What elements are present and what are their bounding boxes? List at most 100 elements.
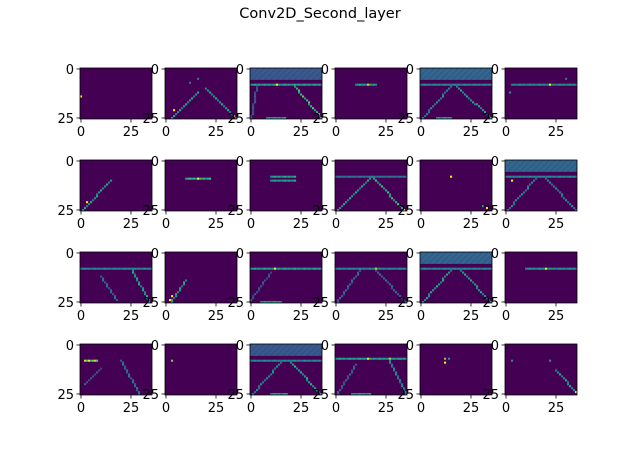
heatmap-cell	[438, 267, 441, 270]
heatmap-cell	[565, 267, 568, 270]
heatmap-cell	[300, 351, 303, 354]
heatmap-cell	[355, 393, 358, 396]
heatmap-cell	[462, 83, 465, 86]
heatmap-cell	[359, 83, 362, 86]
heatmap-cell	[440, 83, 443, 86]
heatmap-cell	[306, 351, 309, 354]
heatmap-cell	[450, 175, 453, 178]
heatmap-cell	[468, 259, 471, 262]
heatmap-cell	[140, 267, 143, 270]
heatmap-cell	[274, 344, 277, 347]
heatmap-cell	[284, 179, 287, 182]
heatmap-cell	[250, 347, 253, 350]
heatmap-cell	[308, 359, 311, 362]
heatmap-cell	[280, 69, 283, 73]
heatmap-cell	[308, 103, 311, 106]
heatmap-cell	[515, 169, 518, 172]
heatmap-cell	[484, 295, 487, 298]
axes-frame	[164, 343, 238, 396]
heatmap-cell	[306, 71, 309, 74]
heatmap-cell	[274, 75, 277, 78]
heatmap-cell	[104, 267, 107, 270]
heatmap-cell	[294, 365, 297, 368]
heatmap-cell	[298, 344, 301, 347]
heatmap-cell	[424, 68, 427, 71]
heatmap-cell	[535, 167, 538, 170]
heatmap-cell	[472, 267, 475, 270]
heatmap-cell	[231, 113, 234, 116]
heatmap-cell	[122, 361, 125, 364]
heatmap-cell	[318, 68, 321, 71]
heatmap-cell	[320, 73, 323, 76]
heatmap-cell	[233, 115, 236, 118]
heatmap-cell	[436, 69, 439, 73]
y-tick-label: 25	[227, 112, 244, 127]
heatmap-cell	[254, 349, 257, 352]
x-tick-label: 0	[247, 125, 255, 140]
heatmap-cell	[561, 83, 564, 86]
heatmap-cell	[189, 81, 192, 84]
heatmap-cell	[142, 289, 145, 292]
heatmap-cell	[399, 357, 402, 360]
heatmap-cell	[442, 255, 445, 258]
heatmap-cell	[314, 69, 317, 73]
heatmap-cell	[385, 189, 388, 192]
heatmap-cell	[452, 259, 455, 262]
heatmap-cell	[521, 169, 524, 172]
heatmap-cell	[488, 299, 491, 302]
heatmap-cell	[270, 179, 273, 182]
heatmap-cell	[294, 351, 297, 354]
heatmap-cell	[250, 117, 253, 120]
heatmap-cell	[312, 83, 315, 86]
heatmap-cell	[486, 75, 489, 78]
heatmap-cell	[399, 381, 402, 384]
heatmap-cell	[474, 75, 477, 78]
heatmap-cell	[276, 345, 279, 349]
heatmap-cell	[262, 83, 265, 86]
heatmap-cell	[559, 165, 562, 168]
heatmap-cell	[569, 165, 572, 168]
heatmap-cell	[318, 73, 321, 76]
heatmap-cell	[320, 345, 323, 349]
heatmap-cell	[252, 105, 255, 108]
heatmap-cell	[316, 345, 319, 349]
x-tick-label: 0	[332, 309, 340, 324]
heatmap-cell	[296, 267, 299, 270]
heatmap-cell	[197, 91, 200, 94]
heatmap-cell	[464, 267, 467, 270]
heatmap-cell	[543, 167, 546, 170]
heatmap-background	[420, 344, 492, 395]
heatmap-cell	[529, 175, 532, 178]
heatmap-cell	[450, 252, 453, 255]
heatmap-cell	[290, 175, 293, 178]
heatmap-cell	[292, 349, 295, 352]
heatmap-cell	[260, 71, 263, 74]
heatmap-cell	[521, 160, 524, 163]
heatmap-cell	[474, 252, 477, 255]
heatmap-cell	[482, 109, 485, 112]
axes-frame	[164, 67, 238, 120]
heatmap-cell	[306, 83, 309, 86]
heatmap-cell	[456, 77, 459, 80]
heatmap-cell	[114, 297, 117, 300]
heatmap-cell	[379, 273, 382, 276]
heatmap-cell	[480, 261, 483, 264]
heatmap-cell	[537, 167, 540, 170]
y-tick-label: 25	[142, 204, 159, 219]
heatmap-cell	[482, 259, 485, 262]
y-tick-label: 25	[57, 204, 74, 219]
heatmap-cell	[513, 175, 516, 178]
heatmap-cell	[464, 75, 467, 78]
x-tick-label: 0	[332, 125, 340, 140]
heatmap-cell	[294, 69, 297, 73]
x-tick-label: 25	[463, 309, 480, 324]
heatmap-cell	[353, 175, 356, 178]
heatmap-cell	[509, 163, 512, 166]
heatmap-cell	[339, 207, 342, 210]
heatmap-cell	[573, 167, 576, 170]
heatmap-cell	[298, 91, 301, 94]
heatmap-cell	[569, 167, 572, 170]
heatmap-cell	[525, 167, 528, 170]
heatmap-cell	[142, 287, 145, 290]
